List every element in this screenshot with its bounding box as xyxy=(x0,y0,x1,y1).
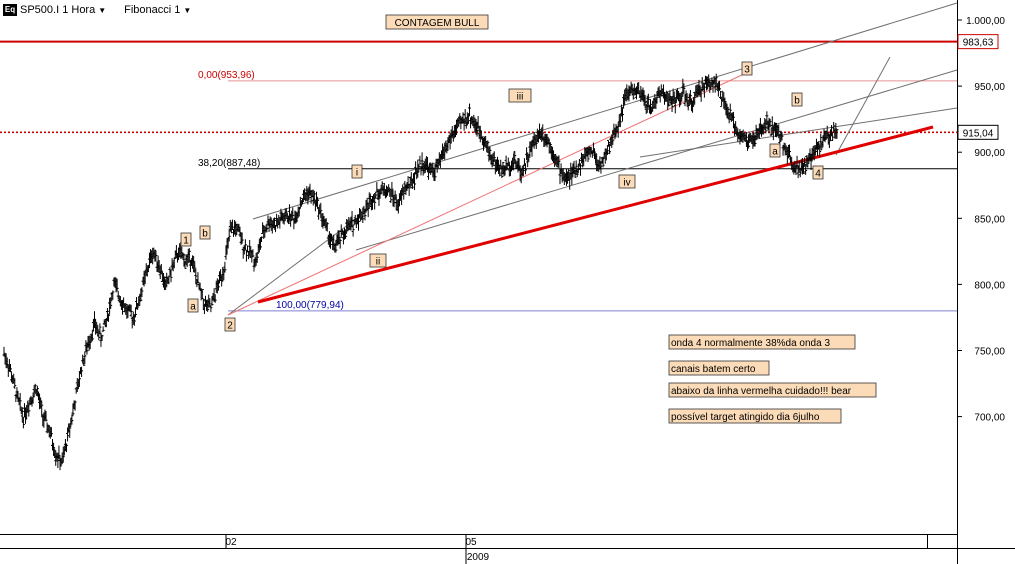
svg-text:a: a xyxy=(190,302,196,313)
y-tick-label: 850,00 xyxy=(974,214,1005,225)
svg-text:iv: iv xyxy=(623,178,630,189)
y-tick-label: 950,00 xyxy=(974,82,1005,93)
channel-inner-line[interactable] xyxy=(639,107,958,158)
svg-text:983,63: 983,63 xyxy=(963,38,994,49)
current-price-tag[interactable]: 915,04 xyxy=(957,124,999,140)
wave-fan-line-line[interactable] xyxy=(227,73,745,316)
svg-text:3: 3 xyxy=(744,65,750,76)
fib-level-100-label: 100,00(779,94) xyxy=(276,300,344,311)
note-text: canais batem certo xyxy=(671,364,756,375)
wave-label-11[interactable]: a xyxy=(769,143,781,158)
tool-selector[interactable]: Fibonacci 1 ▼ xyxy=(124,4,191,16)
svg-text:4: 4 xyxy=(815,169,821,180)
equity-icon: Eq xyxy=(3,4,17,16)
svg-text:a: a xyxy=(772,147,778,158)
y-tick-label: 750,00 xyxy=(974,347,1005,358)
y-tick-label: 700,00 xyxy=(974,413,1005,424)
svg-text:ii: ii xyxy=(376,257,380,268)
y-tick-label: 800,00 xyxy=(974,280,1005,291)
note-text: onda 4 normalmente 38%da onda 3 xyxy=(671,338,830,349)
note-box-1[interactable]: onda 4 normalmente 38%da onda 3 xyxy=(668,334,856,350)
wave-label-3[interactable]: a xyxy=(187,298,199,313)
svg-text:1: 1 xyxy=(183,236,189,247)
note-box-3[interactable]: abaixo da linha vermelha cuidado!!! bear xyxy=(668,382,877,398)
svg-text:iii: iii xyxy=(517,92,524,103)
wave-label-7[interactable]: iii xyxy=(508,88,532,103)
wave-label-9[interactable]: 3 xyxy=(741,61,753,76)
wave-label-10[interactable]: b xyxy=(791,92,803,107)
svg-text:b: b xyxy=(794,96,800,107)
fib-level-0-label: 0,00(953,96) xyxy=(198,70,255,81)
title-box[interactable]: CONTAGEM BULL xyxy=(385,14,489,30)
wave-label-2[interactable]: b xyxy=(199,225,211,240)
note-box-4[interactable]: possível target atingido dia 6julho xyxy=(668,408,842,424)
main-trend-line-line[interactable] xyxy=(257,125,934,304)
tool-label: Fibonacci 1 xyxy=(124,4,181,16)
chevron-down-icon: ▼ xyxy=(183,6,192,15)
svg-text:915,04: 915,04 xyxy=(963,128,994,139)
chart-toolbar: Eq SP500.I 1 Hora ▼ Fibonacci 1 ▼ xyxy=(0,0,209,20)
projection-line-line[interactable] xyxy=(835,56,891,156)
x-tick-label: 05 xyxy=(465,537,477,548)
y-tick-label: 900,00 xyxy=(974,148,1005,159)
symbol-selector[interactable]: SP500.I 1 Hora ▼ xyxy=(20,4,106,16)
wave-label-1[interactable]: 1 xyxy=(180,232,192,247)
note-text: possível target atingido dia 6julho xyxy=(671,412,820,423)
channel-lower-outer-line[interactable] xyxy=(355,69,958,251)
x-tick-label: 02 xyxy=(225,537,237,548)
y-tick-label: 1.000,00 xyxy=(966,16,1005,27)
year-label: 2009 xyxy=(467,552,490,563)
svg-text:i: i xyxy=(356,168,358,179)
chevron-down-icon: ▼ xyxy=(98,6,107,15)
note-text: abaixo da linha vermelha cuidado!!! bear xyxy=(671,386,852,397)
svg-text:b: b xyxy=(202,229,208,240)
wave-i-channel-line[interactable] xyxy=(227,217,358,316)
title-text: CONTAGEM BULL xyxy=(395,18,480,29)
resistance-price-tag[interactable]: 983,63 xyxy=(957,34,999,50)
wave-label-6[interactable]: ii xyxy=(369,253,387,268)
fib-level-38-label: 38,20(887,48) xyxy=(198,158,260,169)
channel-upper-outer-line[interactable] xyxy=(252,2,958,220)
wave-label-5[interactable]: i xyxy=(351,164,363,179)
wave-label-4[interactable]: 2 xyxy=(224,317,236,332)
symbol-label: SP500.I 1 Hora xyxy=(20,4,96,16)
note-box-2[interactable]: canais batem certo xyxy=(668,360,770,376)
wave-label-8[interactable]: iv xyxy=(618,174,636,189)
wave-label-12[interactable]: 4 xyxy=(812,165,824,180)
svg-text:2: 2 xyxy=(227,321,233,332)
